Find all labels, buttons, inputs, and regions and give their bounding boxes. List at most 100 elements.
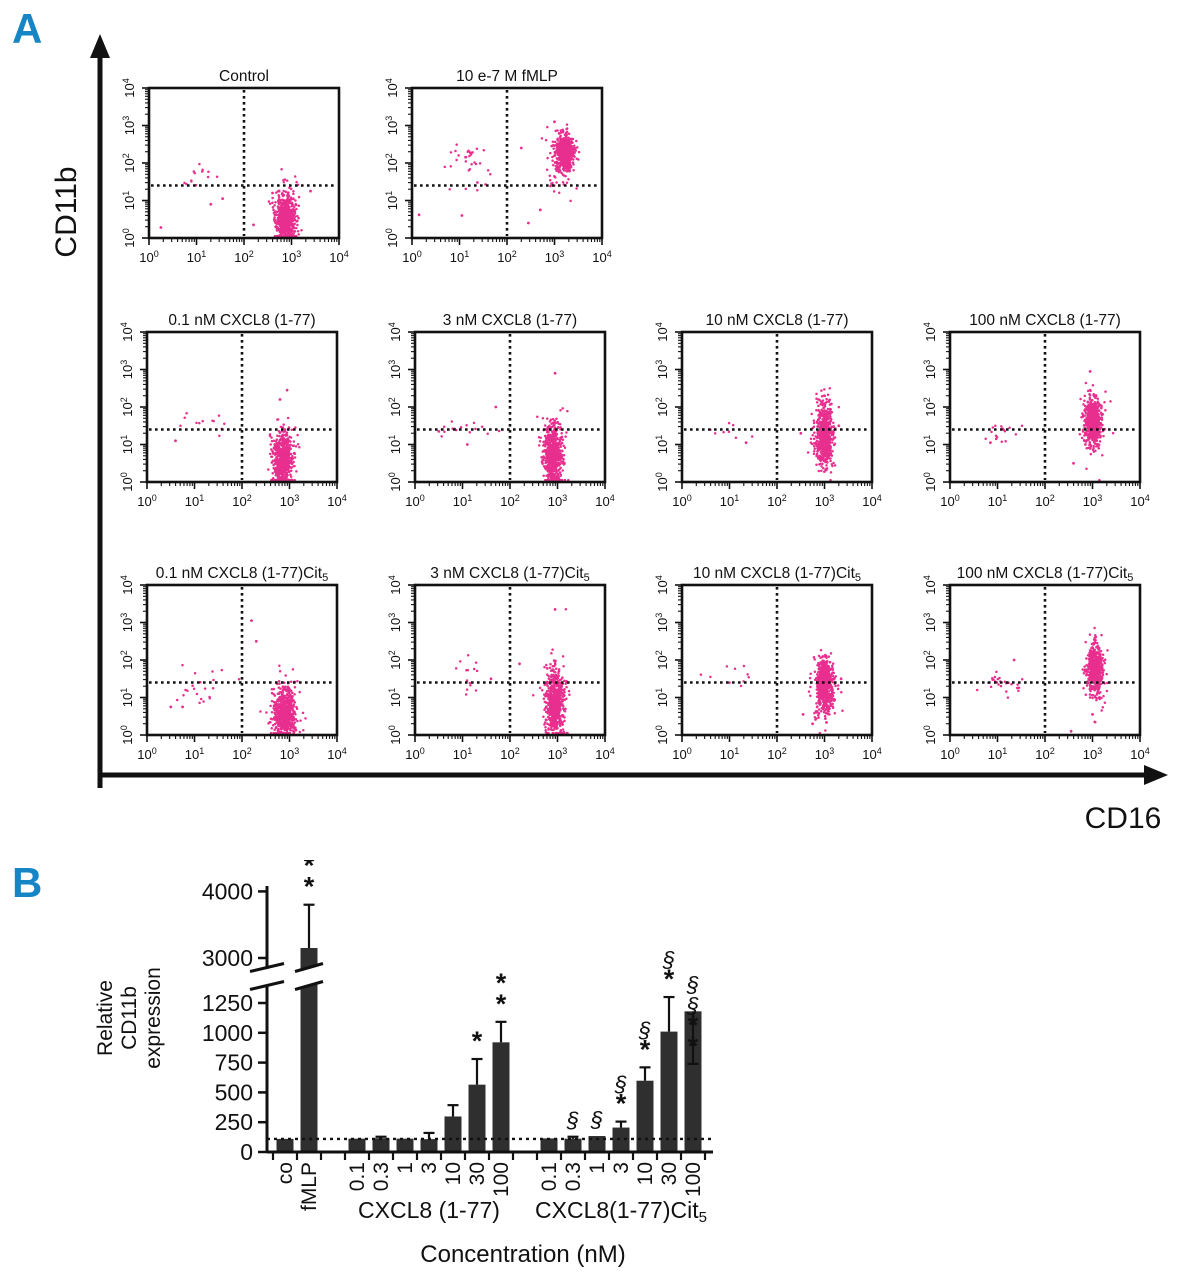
bar-chart-x-axis-title: Concentration (nM) <box>420 1241 625 1268</box>
y-tick-label: 102 <box>119 397 135 416</box>
bar-rect <box>348 1138 366 1152</box>
y-tick-label: 100 <box>654 725 670 744</box>
axis-ticks <box>405 87 603 245</box>
y-tick-label: 101 <box>384 191 400 210</box>
x-tick-label: 100 <box>405 746 424 762</box>
scatter-points <box>709 386 841 482</box>
bar-fMLP-1: ** <box>300 860 318 1152</box>
y-axis-title-line3: expression <box>142 967 165 1069</box>
x-tick-label: 103 <box>548 493 567 509</box>
scatter-points <box>417 120 581 225</box>
x-tick-label: 101 <box>720 493 739 509</box>
x-tick-label: 104 <box>329 249 348 265</box>
bar-chart-y-axis-title: Relative CD11b expression <box>94 967 165 1069</box>
y-tick-label: 1000 <box>202 1020 253 1046</box>
x-tick-label: 102 <box>497 249 516 265</box>
bar-3-5 <box>420 1131 438 1152</box>
flow-plot-title: 100 nM CXCL8 (1-77)Cit5 <box>957 565 1134 584</box>
y-tick-label: 104 <box>119 575 135 594</box>
axis-break-slash <box>249 980 285 991</box>
x-tick-label-10: 10 <box>442 1162 465 1185</box>
y-tick-label: 104 <box>387 575 403 594</box>
x-axis-arrow <box>100 765 1168 785</box>
x-tick-label: 103 <box>1083 746 1102 762</box>
axis-ticks <box>140 331 338 489</box>
bar-0.1-2 <box>348 1138 366 1152</box>
x-tick-label: 100 <box>672 746 691 762</box>
bar-chart-group: *****§ §*§*§*§**§§02505007501000125030004… <box>202 860 713 1226</box>
significance-asterisk: * <box>616 1089 627 1119</box>
y-tick-label: 100 <box>119 472 135 491</box>
y-tick-label: 101 <box>121 191 137 210</box>
flow-plot-title: 10 nM CXCL8 (1-77) <box>705 312 848 329</box>
bar-axes <box>258 886 713 1160</box>
x-tick-label: 104 <box>327 746 346 762</box>
significance-asterisk: * <box>304 860 315 881</box>
x-tick-label: 103 <box>815 493 834 509</box>
y-tick-label: 104 <box>121 78 137 97</box>
bar-rect <box>372 1138 390 1152</box>
bar-chart-panel: *****§ §*§*§*§**§§02505007501000125030004… <box>94 860 713 1268</box>
x-axis-label-cd16: CD16 <box>1085 802 1162 835</box>
axis-ticks <box>943 584 1141 742</box>
x-tick-label: 100 <box>137 746 156 762</box>
scatter-points <box>454 607 571 735</box>
y-axis-title-line2: CD11b <box>118 986 141 1050</box>
x-tick-label-3: 3 <box>418 1162 441 1174</box>
axis-ticks <box>675 331 873 489</box>
x-tick-label: 101 <box>720 746 739 762</box>
y-tick-label: 102 <box>922 650 938 669</box>
significance-section-mark: § <box>686 993 699 1018</box>
x-tick-label: 102 <box>232 493 251 509</box>
x-tick-label: 102 <box>500 493 519 509</box>
x-tick-label: 103 <box>545 249 564 265</box>
axis-ticks <box>675 584 873 742</box>
group-label-1: CXCL8 (1-77) <box>358 1197 500 1223</box>
y-tick-label: 101 <box>654 688 670 707</box>
x-tick-label: 102 <box>232 746 251 762</box>
significance-asterisk: * <box>496 968 507 998</box>
x-tick-label: 103 <box>280 746 299 762</box>
scatter-points <box>984 370 1115 482</box>
x-tick-label: 101 <box>453 746 472 762</box>
y-tick-label: 103 <box>119 360 135 379</box>
y-tick-label: 103 <box>922 360 938 379</box>
y-tick-label: 0 <box>240 1139 253 1165</box>
x-tick-label-1: 1 <box>394 1162 417 1174</box>
bar-rect <box>660 1031 678 1152</box>
y-tick-label: 103 <box>121 116 137 135</box>
bar-rect <box>612 1127 630 1152</box>
axis-ticks <box>142 87 340 245</box>
y-tick-label: 101 <box>654 435 670 454</box>
bar-rect <box>276 1138 294 1152</box>
flow-plot-title: 0.1 nM CXCL8 (1-77)Cit5 <box>156 565 328 584</box>
y-tick-label: 1250 <box>202 990 253 1016</box>
y-tick-label: 101 <box>922 688 938 707</box>
y-tick-label: 103 <box>119 613 135 632</box>
x-tick-label: 102 <box>767 493 786 509</box>
panel-a-label: A <box>12 5 43 52</box>
y-tick-label: 104 <box>922 322 938 341</box>
x-tick-label: 100 <box>405 493 424 509</box>
x-tick-label-co: co <box>274 1162 297 1184</box>
y-tick-label: 100 <box>387 725 403 744</box>
group-label-2: CXCL8(1-77)Cit5 <box>535 1197 707 1226</box>
bar-10-13: *§ <box>636 1017 654 1152</box>
y-tick-label: 102 <box>654 650 670 669</box>
x-tick-label: 104 <box>862 746 881 762</box>
x-tick-label: 101 <box>185 746 204 762</box>
bar-rect <box>564 1138 582 1152</box>
x-tick-label: 100 <box>672 493 691 509</box>
flow-plot-title: 0.1 nM CXCL8 (1-77) <box>168 312 315 329</box>
x-tick-label-100: 100 <box>490 1162 513 1197</box>
x-tick-label: 102 <box>234 249 253 265</box>
x-tick-label: 100 <box>940 493 959 509</box>
flow-plot-title: 10 nM CXCL8 (1-77)Cit5 <box>693 565 861 584</box>
y-tick-label: 104 <box>119 322 135 341</box>
bar-rect <box>300 948 318 1152</box>
y-tick-label: 103 <box>654 360 670 379</box>
significance-asterisk: * <box>688 1031 699 1061</box>
